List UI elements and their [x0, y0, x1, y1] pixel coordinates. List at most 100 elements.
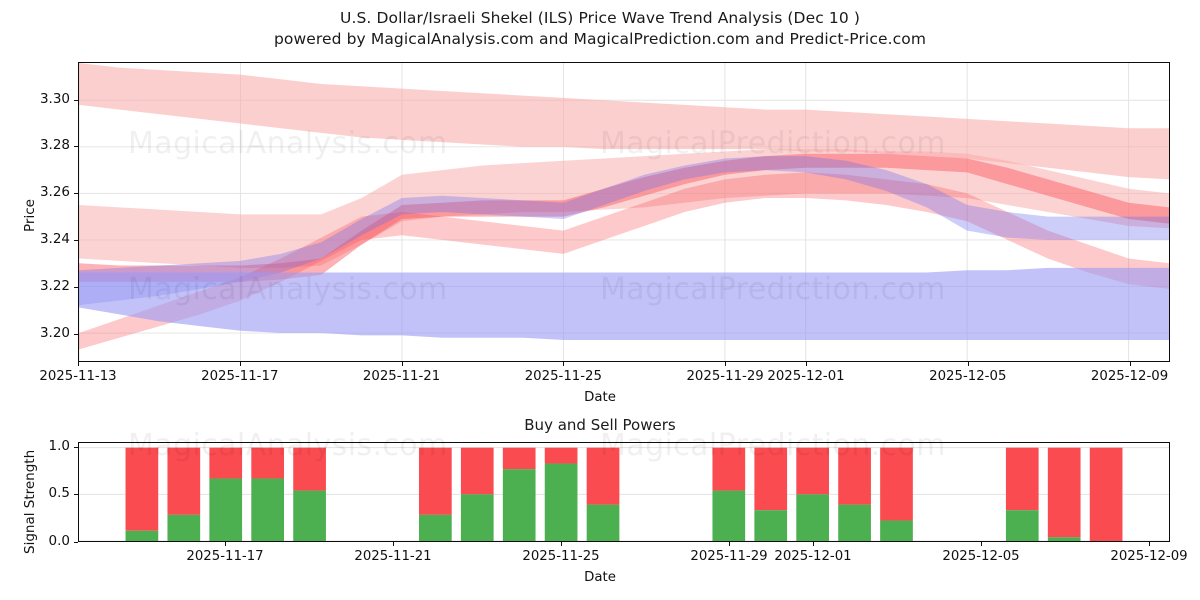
price-y-tick-label: 3.20 [39, 324, 70, 341]
price-x-tickmark [401, 362, 403, 366]
signal-x-tickmark [981, 542, 982, 546]
price-y-tick-label: 3.24 [39, 231, 70, 248]
price-chart-plot-area [78, 62, 1170, 362]
buy-power-bar [209, 478, 243, 541]
page-subtitle: powered by MagicalAnalysis.com and Magic… [273, 30, 927, 48]
price-x-tickmark [1129, 362, 1131, 366]
signal-x-tick-label: 2025-11-21 [354, 549, 432, 564]
price-x-tickmark [806, 362, 807, 366]
price-y-tick-label: 3.26 [39, 184, 70, 201]
sell-power-bar [125, 447, 159, 531]
buy-power-bar [544, 463, 578, 541]
wave-band [79, 63, 1169, 180]
signal-chart-plot-area [78, 442, 1170, 542]
signal-x-tick-label: 2025-12-09 [1110, 549, 1188, 564]
price-x-tick-label: 2025-12-01 [767, 369, 845, 384]
buy-power-bar [880, 520, 913, 541]
signal-y-tickmark [74, 494, 78, 496]
signal-y-tick-label: 0.5 [48, 485, 70, 502]
buy-power-bar [754, 510, 788, 541]
price-y-tick-label: 3.28 [39, 137, 70, 154]
signal-x-tick-label: 2025-11-25 [522, 549, 600, 564]
sell-power-bar [1047, 447, 1081, 538]
buy-power-bar [460, 494, 494, 541]
buy-power-bar [1005, 510, 1039, 541]
signal-x-tickmark [1149, 542, 1150, 546]
buy-power-bar [712, 490, 746, 541]
buy-power-bar [586, 504, 620, 541]
sell-power-bar [460, 447, 494, 495]
price-y-tick-label: 3.30 [39, 90, 70, 107]
sell-power-bar [838, 447, 871, 505]
wave-band [79, 156, 1169, 306]
signal-strength-axis-label: Signal Strength [22, 449, 38, 554]
signal-panel-title: Buy and Sell Powers [524, 416, 676, 434]
page-title: U.S. Dollar/Israeli Shekel (ILS) Price W… [340, 9, 860, 27]
price-x-tick-label: 2025-11-21 [362, 369, 441, 384]
sell-power-bar [1005, 447, 1039, 511]
price-x-tick-label: 2025-11-25 [524, 369, 602, 384]
wave-band [79, 153, 1169, 282]
chart-title-block: U.S. Dollar/Israeli Shekel (ILS) Price W… [0, 8, 1200, 50]
price-x-tick-label: 2025-11-13 [39, 369, 117, 384]
signal-y-tickmark [74, 446, 78, 448]
price-y-tickmark [74, 146, 78, 148]
price-chart-xaxis-label: Date [584, 390, 616, 405]
price-x-tick-label: 2025-12-09 [1090, 369, 1169, 384]
buy-power-bar [251, 478, 285, 541]
signal-y-tick-label: 1.0 [48, 437, 70, 454]
price-x-tick-label: 2025-12-05 [929, 369, 1007, 384]
wave-band [79, 267, 1169, 341]
sell-power-bar [754, 447, 788, 511]
signal-x-tickmark [813, 542, 814, 546]
sell-power-bar [1089, 447, 1123, 541]
signal-x-tickmark [225, 542, 226, 546]
buy-sell-bars [79, 447, 1169, 541]
sell-power-bar [544, 447, 578, 464]
sell-power-bar [796, 447, 830, 495]
sell-power-bar [167, 447, 201, 515]
sell-power-bar [418, 447, 452, 515]
price-y-tickmark [74, 240, 78, 242]
price-x-tickmark [725, 362, 727, 366]
signal-x-tickmark [561, 542, 562, 546]
price-x-tick-label: 2025-11-29 [686, 369, 764, 384]
price-y-tick-label: 3.22 [39, 278, 70, 294]
buy-power-bar [418, 514, 452, 541]
buy-power-bar [502, 469, 536, 541]
signal-y-tick-label: 0.0 [48, 533, 70, 549]
signal-x-tick-label: 2025-12-01 [774, 549, 852, 564]
price-y-tickmark [74, 333, 78, 335]
price-x-tickmark [78, 362, 79, 366]
signal-x-tick-label: 2025-12-05 [942, 549, 1020, 564]
buy-power-bar [838, 504, 871, 541]
signal-y-tickmark [74, 542, 78, 543]
signal-chart-xaxis-label: Date [584, 570, 616, 585]
price-x-tickmark [239, 362, 241, 366]
sell-power-bar [251, 447, 285, 479]
price-y-tickmark [74, 99, 78, 101]
sell-power-bar [502, 447, 536, 470]
price-y-tickmark [74, 193, 78, 195]
price-y-tickmark [74, 287, 78, 288]
sell-power-bar [712, 447, 746, 491]
wave-band [79, 172, 1169, 350]
signal-x-tickmark [393, 542, 394, 546]
price-x-tickmark [563, 362, 565, 366]
price-axis-label: Price [22, 199, 38, 232]
signal-x-tickmark [729, 542, 730, 546]
buy-power-bar [796, 494, 830, 541]
buy-power-bar [125, 530, 159, 541]
price-x-tickmark [967, 362, 969, 366]
buy-power-bar [1047, 537, 1081, 541]
buy-power-bar [293, 490, 326, 541]
wave-band [79, 149, 1169, 268]
signal-x-tick-label: 2025-11-17 [186, 549, 264, 564]
price-wave-bands [79, 63, 1169, 361]
sell-power-bar [293, 447, 326, 491]
sell-power-bar [586, 447, 620, 505]
price-x-tick-label: 2025-11-17 [201, 369, 279, 384]
sell-power-bar [209, 447, 243, 479]
buy-power-bar [167, 514, 201, 541]
